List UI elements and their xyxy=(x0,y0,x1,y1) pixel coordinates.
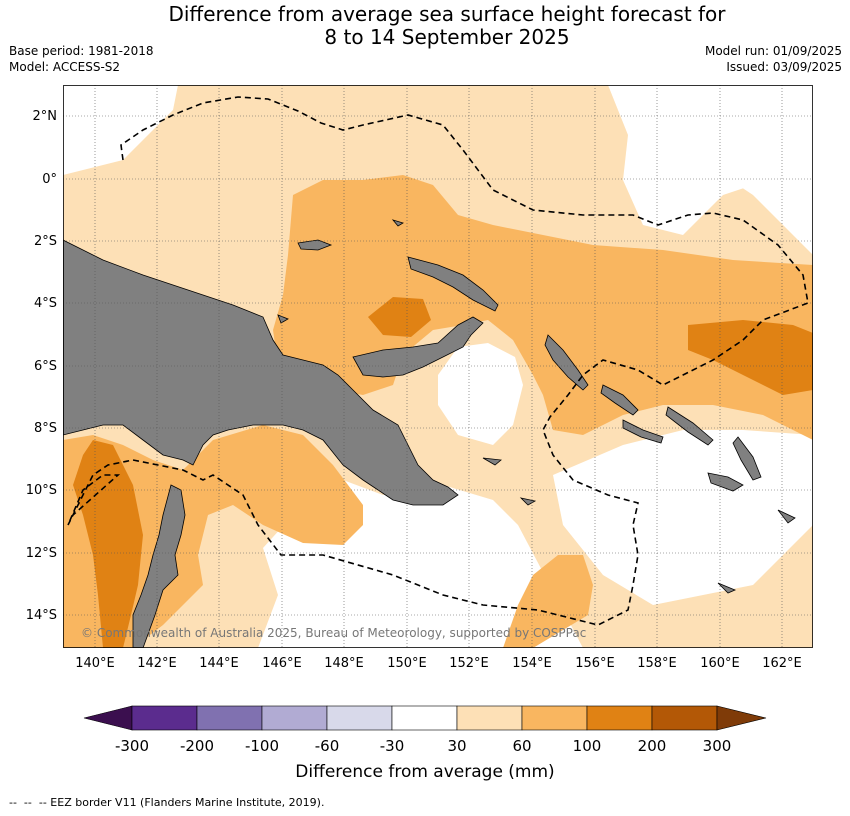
colorbar-segment xyxy=(261,705,328,731)
colorbar-segment xyxy=(131,705,198,731)
new-guinea-land xyxy=(63,239,459,506)
base-period: Base period: 1981-2018 xyxy=(9,44,154,58)
colorbar-extend-low xyxy=(83,705,133,731)
island xyxy=(519,497,537,506)
solomon-island xyxy=(707,472,744,492)
near-average-region xyxy=(608,85,813,255)
new-ireland-land xyxy=(407,256,499,312)
lon-label: 152°E xyxy=(449,656,489,671)
lat-label: 4°S xyxy=(33,296,57,311)
colorbar-label: 60 xyxy=(512,737,532,755)
meta-right: Model run: 01/09/2025 Issued: 03/09/2025 xyxy=(705,43,842,75)
colorbar-segment xyxy=(586,705,653,731)
colorbar-segment xyxy=(326,705,393,731)
model-name: Model: ACCESS-S2 xyxy=(9,60,121,74)
anomaly-100-200-region xyxy=(368,297,431,337)
colorbar-label: 200 xyxy=(637,737,667,755)
title-line-2: 8 to 14 September 2025 xyxy=(324,25,570,49)
lon-label: 142°E xyxy=(137,656,177,671)
island xyxy=(277,314,289,324)
lon-label: 158°E xyxy=(637,656,677,671)
colorbar-label: -300 xyxy=(114,737,150,755)
model-run: Model run: 01/09/2025 xyxy=(704,44,842,58)
colorbar-segment xyxy=(391,705,458,731)
lat-label: 0° xyxy=(42,172,57,187)
anomaly-60-100-region xyxy=(63,425,363,648)
colorbar-segment xyxy=(196,705,263,731)
lat-label: 8°S xyxy=(33,421,57,436)
map-title: Difference from average sea surface heig… xyxy=(0,3,850,49)
lat-label: 6°S xyxy=(33,359,57,374)
eez-border xyxy=(67,96,809,626)
near-average-region xyxy=(438,343,523,445)
solomon-island xyxy=(665,406,714,446)
anomaly-60-100-region xyxy=(503,555,593,648)
colorbar-extend-high xyxy=(716,705,767,731)
near-average-region xyxy=(553,430,813,605)
colorbar-label: -200 xyxy=(179,737,215,755)
anomaly-100-200-region xyxy=(73,440,143,648)
lat-label: 2°S xyxy=(33,234,57,249)
lat-label: 12°S xyxy=(25,546,57,561)
solomon-island xyxy=(600,384,639,416)
copyright-notice: © Commonwealth of Australia 2025, Bureau… xyxy=(81,626,587,640)
lat-label: 2°N xyxy=(32,109,58,124)
solomon-island xyxy=(622,419,664,444)
manus-island xyxy=(297,239,333,251)
lon-label: 144°E xyxy=(199,656,239,671)
colorbar-label: 100 xyxy=(572,737,602,755)
eez-legend-note: -- -- -- EEZ border V11 (Flanders Marine… xyxy=(9,796,325,809)
near-average-region xyxy=(288,595,343,648)
colorbar xyxy=(83,705,767,731)
bougainville-island xyxy=(544,334,589,391)
colorbar-segment xyxy=(456,705,523,731)
island xyxy=(482,457,502,466)
sea-level-map xyxy=(63,85,813,648)
graticule xyxy=(63,85,813,648)
colorbar-label: 300 xyxy=(702,737,732,755)
colorbar-label: -100 xyxy=(244,737,280,755)
lon-label: 162°E xyxy=(762,656,802,671)
lat-label: 14°S xyxy=(25,608,57,623)
lon-label: 154°E xyxy=(512,656,552,671)
meta-left: Base period: 1981-2018 Model: ACCESS-S2 xyxy=(9,43,154,75)
island xyxy=(391,219,404,227)
island xyxy=(717,582,737,594)
island xyxy=(777,509,796,524)
map-frame xyxy=(63,85,813,648)
colorbar-label: 30 xyxy=(447,737,467,755)
lon-label: 148°E xyxy=(324,656,364,671)
colorbar-segment xyxy=(521,705,588,731)
lat-label: 10°S xyxy=(25,483,57,498)
colorbar-title: Difference from average (mm) xyxy=(295,762,555,782)
solomon-island xyxy=(732,436,762,481)
colorbar-label: -30 xyxy=(379,737,405,755)
lon-label: 160°E xyxy=(700,656,740,671)
near-average-region xyxy=(433,535,503,610)
lon-label: 140°E xyxy=(75,656,115,671)
cape-york-land xyxy=(132,484,186,648)
lon-label: 146°E xyxy=(262,656,302,671)
new-britain-land xyxy=(352,316,484,378)
title-line-1: Difference from average sea surface heig… xyxy=(168,2,726,26)
issued-date: Issued: 03/09/2025 xyxy=(726,60,842,74)
colorbar-segment xyxy=(651,705,718,731)
lon-label: 150°E xyxy=(387,656,427,671)
lon-label: 156°E xyxy=(575,656,615,671)
colorbar-label: -60 xyxy=(314,737,340,755)
